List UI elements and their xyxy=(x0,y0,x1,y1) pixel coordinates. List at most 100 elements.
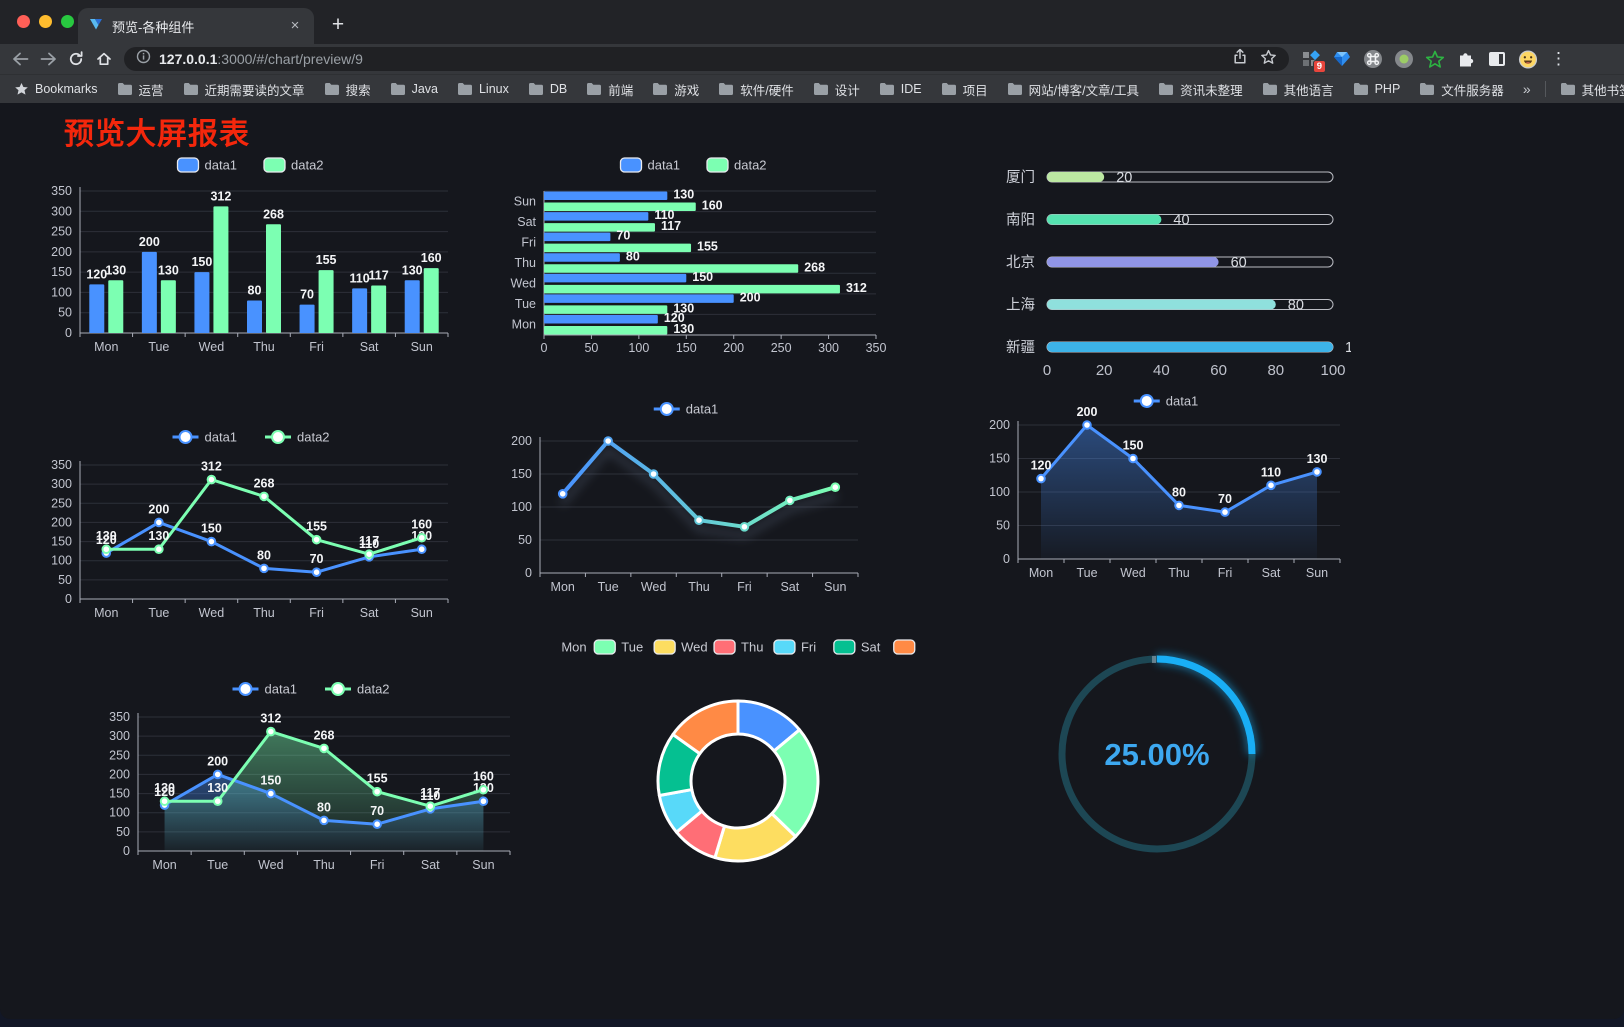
folder-icon xyxy=(117,83,132,95)
zoom-window-button[interactable] xyxy=(61,15,74,28)
svg-text:Sat: Sat xyxy=(1262,566,1281,580)
pie-slice-Sun[interactable] xyxy=(671,699,740,756)
tab-close-icon[interactable]: × xyxy=(290,17,300,34)
svg-text:80: 80 xyxy=(1172,485,1186,499)
emoji-extension-icon[interactable] xyxy=(1518,49,1538,69)
close-window-button[interactable] xyxy=(17,15,30,28)
bookmark-folder-1[interactable]: 近期需要读的文章 xyxy=(183,80,305,99)
svg-text:50: 50 xyxy=(58,306,72,320)
bookmark-folder-9[interactable]: 设计 xyxy=(813,80,860,99)
bookmark-folder-10[interactable]: IDE xyxy=(879,82,922,96)
legend-item-data2[interactable]: data2 xyxy=(706,157,767,173)
back-icon[interactable] xyxy=(6,46,34,72)
other-bookmarks-folder[interactable]: 其他书签 xyxy=(1560,80,1624,99)
extension-command-icon[interactable] xyxy=(1363,49,1383,69)
legend-item-Thu[interactable]: Thu xyxy=(713,639,763,655)
window-controls xyxy=(17,15,74,28)
bookmarks-manager[interactable]: Bookmarks xyxy=(14,82,98,97)
svg-text:100: 100 xyxy=(1345,340,1351,356)
bookmark-folder-8[interactable]: 软件/硬件 xyxy=(718,80,794,99)
share-icon[interactable] xyxy=(1232,48,1248,70)
svg-text:50: 50 xyxy=(58,573,72,587)
bookmark-folder-13[interactable]: 资讯未整理 xyxy=(1158,80,1243,99)
bookmark-folder-16[interactable]: 文件服务器 xyxy=(1419,80,1504,99)
svg-text:268: 268 xyxy=(263,207,284,221)
bookmark-folder-5[interactable]: DB xyxy=(528,82,567,96)
svg-text:200: 200 xyxy=(109,767,130,781)
extension-tabs-icon[interactable]: 9 xyxy=(1301,49,1326,73)
svg-text:Tue: Tue xyxy=(1076,566,1097,580)
bookmark-folder-11[interactable]: 项目 xyxy=(941,80,988,99)
svg-text:50: 50 xyxy=(996,519,1010,533)
svg-text:Sat: Sat xyxy=(861,640,881,655)
svg-text:上海: 上海 xyxy=(1006,297,1035,314)
svg-text:80: 80 xyxy=(1288,298,1304,314)
legend-item-data1[interactable]: data1 xyxy=(176,157,238,173)
chart-gauge-svg: 25.00% xyxy=(1058,654,1257,853)
svg-text:70: 70 xyxy=(370,804,384,818)
bookmark-folder-7[interactable]: 游戏 xyxy=(652,80,699,99)
chart-progress-bars[interactable]: 厦门 20 南阳 40 北京 60 上海 80 新疆 100 0 20 40 60 80 100 xyxy=(993,155,1369,383)
bookmark-folder-2[interactable]: 搜索 xyxy=(324,80,371,99)
legend-item-Fri[interactable]: Fri xyxy=(773,639,816,655)
legend-item-data1[interactable]: data1 xyxy=(232,682,298,697)
bookmark-folder-14[interactable]: 其他语言 xyxy=(1262,80,1334,99)
legend-item-Mon[interactable]: Mon xyxy=(533,639,587,655)
chart-pie-donut[interactable]: Mon Tue Wed Thu Fri Sat Sun xyxy=(533,631,944,889)
legend-item-data2[interactable]: data2 xyxy=(265,430,330,445)
chart-line-area[interactable]: 0 50 100 150 200 Mon Tue Wed Thu Fri Sat Sun 120 200 1… xyxy=(984,385,1352,595)
svg-text:200: 200 xyxy=(51,515,72,529)
bookmark-folder-15[interactable]: PHP xyxy=(1353,82,1400,96)
svg-text:150: 150 xyxy=(51,265,72,279)
svg-text:0: 0 xyxy=(65,326,72,340)
chart-line-area-dual[interactable]: 0 50 100 150 200 250 300 350 Mon Tue Wed Thu Fri Sat S… xyxy=(104,673,522,887)
bookmark-folder-12[interactable]: 网站/博客/文章/工具 xyxy=(1007,80,1139,99)
extension-star-icon[interactable] xyxy=(1425,49,1445,69)
forward-icon[interactable] xyxy=(34,46,62,72)
bookmark-folder-label: 网站/博客/文章/工具 xyxy=(1028,83,1140,98)
bookmark-folder-3[interactable]: Java xyxy=(390,82,438,96)
legend-item-data2[interactable]: data2 xyxy=(263,157,324,173)
extension-gem-icon[interactable] xyxy=(1332,49,1352,69)
extension-puzzle-icon[interactable] xyxy=(1456,49,1476,69)
reload-icon[interactable] xyxy=(62,46,90,72)
bookmark-folder-6[interactable]: 前端 xyxy=(586,80,633,99)
extension-record-icon[interactable] xyxy=(1394,49,1414,69)
site-info-icon[interactable] xyxy=(136,49,151,69)
browser-menu-icon[interactable]: ⋮ xyxy=(1550,49,1567,68)
svg-text:Fri: Fri xyxy=(737,580,752,594)
svg-text:130: 130 xyxy=(207,781,228,795)
legend-item-Tue[interactable]: Tue xyxy=(593,639,643,655)
svg-text:155: 155 xyxy=(316,253,337,267)
side-panel-icon[interactable] xyxy=(1487,49,1507,69)
home-icon[interactable] xyxy=(90,46,118,72)
chart-line-gradient[interactable]: 0 50 100 150 200 Mon Tue Wed Thu Fri Sat Sun data1 xyxy=(502,393,874,609)
bookmark-folder-label: 前端 xyxy=(608,83,634,98)
legend-item-data1[interactable]: data1 xyxy=(653,402,719,417)
svg-text:120: 120 xyxy=(1031,459,1052,473)
chart-line-dual[interactable]: 0 50 100 150 200 250 300 350 Mon Tue Wed Thu Fri Sat S… xyxy=(46,421,460,635)
svg-text:250: 250 xyxy=(109,748,130,762)
legend-item-Sat[interactable]: Sat xyxy=(833,639,881,655)
url-bar[interactable]: 127.0.0.1:3000/#/chart/preview/9 xyxy=(124,47,1289,71)
legend-item-data1[interactable]: data1 xyxy=(619,157,681,173)
svg-text:100: 100 xyxy=(989,485,1010,499)
svg-text:Thu: Thu xyxy=(253,340,275,354)
minimize-window-button[interactable] xyxy=(39,15,52,28)
legend-item-data1[interactable]: data1 xyxy=(172,430,238,445)
browser-tab[interactable]: 预览-各种组件 × xyxy=(78,8,314,44)
svg-text:155: 155 xyxy=(306,520,327,534)
chart-bar-horizontal[interactable]: 0 50 100 150 200 250 300 350 Sun Sat Fri Thu Wed Tue M… xyxy=(498,149,892,367)
legend-item-data2[interactable]: data2 xyxy=(325,682,390,697)
legend-item-data1[interactable]: data1 xyxy=(1133,394,1199,409)
chart-bar-grouped[interactable]: 0 50 100 150 200 250 300 350 Mon Tue Wed Thu Fri Sat S… xyxy=(46,149,458,367)
svg-text:Mon: Mon xyxy=(1029,566,1053,580)
bookmark-folder-4[interactable]: Linux xyxy=(457,82,509,96)
legend-item-Wed[interactable]: Wed xyxy=(653,639,708,655)
new-tab-button[interactable]: + xyxy=(331,13,345,36)
legend-item-Sun[interactable]: Sun xyxy=(893,639,944,655)
chart-gauge[interactable]: 25.00% xyxy=(1040,641,1276,875)
bookmark-folder-0[interactable]: 运营 xyxy=(117,80,164,99)
bookmark-star-icon[interactable] xyxy=(1260,49,1277,70)
bookmarks-overflow-chevron[interactable]: » xyxy=(1522,81,1531,97)
